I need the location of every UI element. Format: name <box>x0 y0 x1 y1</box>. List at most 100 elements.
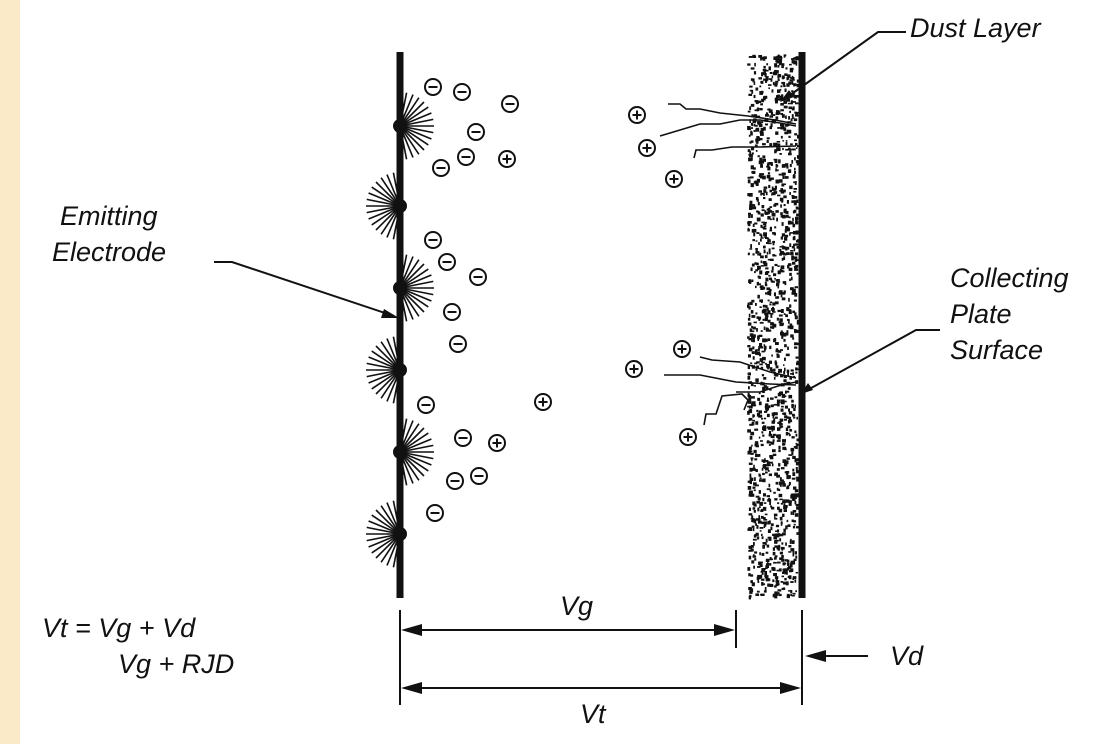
dust-particle <box>775 584 779 587</box>
dust-particle <box>792 526 796 529</box>
dust-particle <box>771 354 773 357</box>
dust-particle <box>755 183 759 186</box>
dust-particle <box>770 211 775 213</box>
dust-particle <box>774 517 778 520</box>
vd-label: Vd <box>890 641 924 671</box>
dust-particle <box>795 555 798 559</box>
dust-particle <box>772 426 775 431</box>
dust-particle <box>748 555 752 560</box>
dust-particle <box>780 375 784 378</box>
dust-particle <box>752 356 755 360</box>
dust-particle <box>775 58 779 63</box>
dust-particle <box>749 154 753 158</box>
dust-particle <box>782 214 786 219</box>
dust-particle <box>768 360 772 364</box>
dust-particle <box>753 542 755 546</box>
dust-particle <box>786 307 790 312</box>
dust-particle <box>758 391 761 395</box>
dust-particle <box>790 594 792 596</box>
dust-particle <box>777 286 780 289</box>
dust-particle <box>793 446 796 449</box>
dust-particle <box>766 363 770 368</box>
dust-particle <box>781 183 785 187</box>
dust-particle <box>763 517 766 520</box>
dust-particle <box>764 283 768 287</box>
dust-particle <box>789 563 793 568</box>
dust-particle <box>779 269 784 273</box>
dust-particle <box>753 232 756 237</box>
dust-particle <box>749 301 753 306</box>
dust-particle <box>794 501 797 505</box>
dust-particle <box>766 441 771 444</box>
dust-particle <box>792 148 796 151</box>
dust-particle <box>777 422 780 424</box>
dust-particle <box>763 583 765 586</box>
dust-particle <box>761 417 764 420</box>
dust-particle <box>762 318 765 321</box>
dust-particle <box>781 481 785 485</box>
dust-particle <box>761 467 764 471</box>
dust-particle <box>784 163 789 167</box>
dust-particle <box>765 118 769 122</box>
dust-particle <box>781 81 784 85</box>
dust-particle <box>756 198 759 202</box>
dust-particle <box>784 73 788 77</box>
dust-particle <box>775 342 779 345</box>
dust-particle <box>774 416 778 419</box>
dust-particle <box>759 363 763 366</box>
dust-particle <box>770 279 773 282</box>
dust-particle <box>761 361 765 364</box>
dust-particle <box>769 115 774 118</box>
dust-particle <box>766 413 770 418</box>
dust-particle <box>771 266 774 271</box>
dust-particle <box>782 175 785 179</box>
dust-particle <box>787 318 790 321</box>
dust-particle <box>782 412 786 415</box>
dust-particle <box>762 338 766 343</box>
dust-particle <box>760 132 764 136</box>
dimension-lines <box>399 610 868 705</box>
dust-particle <box>762 545 765 549</box>
dust-particle <box>759 306 762 308</box>
dust-particle <box>748 397 752 401</box>
dust-particle <box>761 571 764 575</box>
dust-particle <box>795 95 800 98</box>
dust-particle <box>763 193 765 196</box>
dust-particle <box>750 204 753 209</box>
dust-particle <box>783 195 787 199</box>
dust-particle <box>749 490 753 495</box>
dust-particle <box>783 256 786 260</box>
dust-particle <box>782 246 786 250</box>
dust-particle <box>784 559 789 562</box>
dust-particle <box>758 316 760 320</box>
dust-particle <box>749 141 752 144</box>
dust-particle <box>786 416 790 419</box>
equation-line1: Vt = Vg + Vd <box>42 613 196 643</box>
dust-particle <box>792 576 797 579</box>
dust-particle <box>752 78 755 83</box>
dust-particle <box>768 184 771 189</box>
dust-particle <box>779 568 782 572</box>
dust-particle <box>785 499 790 503</box>
dust-particle <box>756 525 759 529</box>
dust-particle <box>779 423 783 426</box>
dust-particle <box>796 207 800 210</box>
dust-particle <box>788 135 791 138</box>
dust-particle <box>782 571 784 574</box>
dust-particle <box>773 204 777 207</box>
dust-particle <box>771 89 774 93</box>
dust-particle <box>747 227 750 232</box>
dust-particle <box>792 592 796 595</box>
dust-particle <box>748 372 751 376</box>
dust-particle <box>780 113 784 116</box>
dust-particle <box>776 399 781 403</box>
dust-particle <box>766 576 769 580</box>
dust-particle <box>759 564 763 567</box>
dust-particle <box>747 567 751 571</box>
dust-particle <box>762 386 766 390</box>
dust-particle <box>751 339 755 342</box>
dust-particle <box>791 540 795 543</box>
dust-particle <box>753 71 757 75</box>
dust-particle <box>782 499 786 501</box>
dust-particle <box>767 578 771 581</box>
